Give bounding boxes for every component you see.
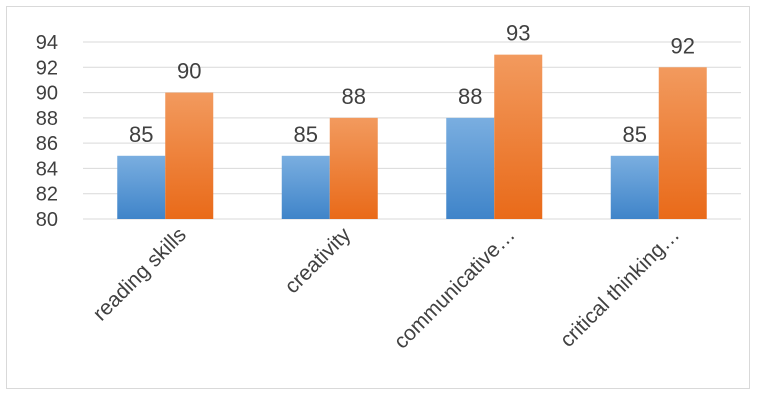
category-label: critical thinking…: [556, 223, 685, 352]
x-axis-category-labels: reading skills creativity communicative… cr…: [89, 223, 685, 353]
data-label-series-1-2: 93: [506, 21, 530, 46]
data-label-series-1-1: 88: [342, 84, 366, 109]
y-tick-label: 94: [36, 32, 58, 54]
y-tick-label: 80: [36, 209, 58, 231]
y-axis-tick-labels: 80 82 84 86 88 90 92 94: [36, 32, 58, 231]
y-tick-label: 90: [36, 83, 58, 105]
bar-series-1-0: [165, 92, 214, 219]
y-tick-label: 84: [36, 158, 58, 180]
category-label: reading skills: [89, 223, 191, 325]
y-tick-label: 92: [36, 57, 58, 79]
data-label-series-0-2: 88: [458, 84, 482, 109]
y-tick-label: 86: [36, 133, 58, 155]
data-label-series-0-0: 85: [129, 122, 153, 147]
bar-series-0-2: [446, 117, 495, 219]
bar-series-1-2: [494, 54, 543, 220]
y-tick-label: 82: [36, 184, 58, 206]
y-tick-label: 88: [36, 108, 58, 130]
bar-series-1-3: [658, 67, 707, 220]
data-labels: 85 90 85 88 88 93 85 92: [129, 21, 695, 147]
bar-series-0-0: [117, 155, 166, 219]
data-label-series-0-1: 85: [294, 122, 318, 147]
bars: [117, 54, 707, 220]
data-label-series-0-3: 85: [623, 122, 647, 147]
bar-series-1-1: [329, 117, 378, 219]
category-label: communicative…: [390, 223, 520, 353]
category-label: creativity: [280, 223, 355, 298]
data-label-series-1-0: 90: [177, 59, 201, 84]
bar-series-0-1: [281, 155, 330, 219]
bar-series-0-3: [610, 155, 659, 219]
data-label-series-1-3: 92: [671, 33, 695, 58]
